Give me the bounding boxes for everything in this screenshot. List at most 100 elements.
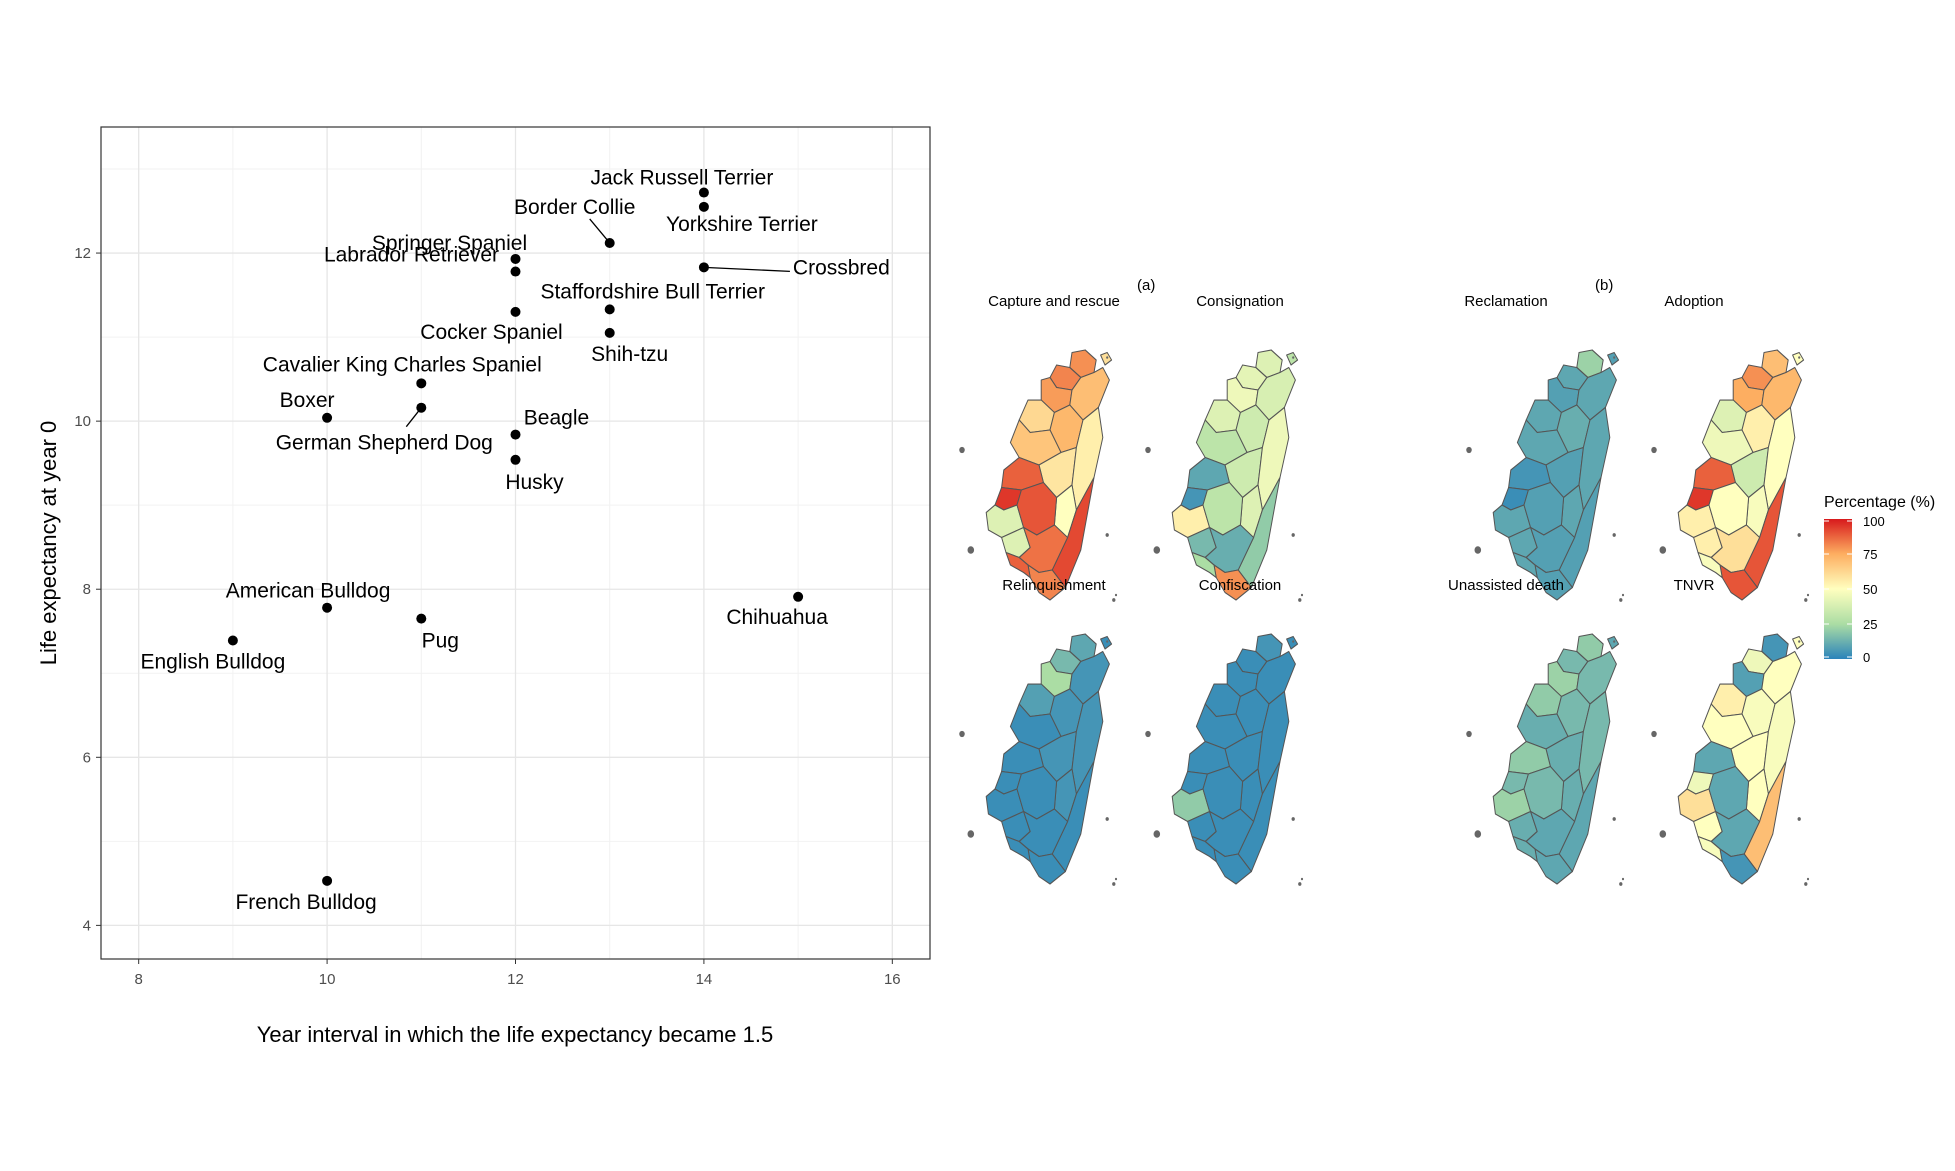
point-label: Labrador Retriever <box>324 244 499 267</box>
map-island <box>1114 593 1118 597</box>
map-region <box>1534 848 1573 885</box>
map-island <box>1292 640 1295 643</box>
map-island <box>1613 640 1616 643</box>
map-island <box>1291 533 1295 537</box>
point-label: Springer Spaniel <box>372 232 527 255</box>
axis-ticks: 8 10 12 14 16 4 6 8 10 12 <box>74 245 900 988</box>
y-axis-title: Life expectancy at year 0 <box>36 421 61 666</box>
point-label: Crossbred <box>793 256 890 279</box>
point-label: Shih-tzu <box>591 343 668 366</box>
map-island <box>1806 877 1810 881</box>
map-island <box>1106 640 1109 643</box>
point-label: French Bulldog <box>235 891 376 914</box>
leader-line <box>703 266 790 272</box>
map-region <box>1719 848 1758 885</box>
map-tnvr <box>1651 633 1810 886</box>
map-island <box>1105 817 1109 821</box>
map-consignation <box>1145 349 1304 602</box>
map-region <box>1005 551 1031 579</box>
point-springer-spaniel <box>510 253 521 264</box>
data-points <box>227 187 804 886</box>
map-unassisted-death <box>1466 633 1625 886</box>
map-region <box>1697 551 1723 579</box>
map-island <box>1466 446 1472 454</box>
scatter-plot: 8 10 12 14 16 4 6 8 10 12 Jack Russell Terrier Yor… <box>36 126 931 1047</box>
map-reclamation <box>1466 349 1625 602</box>
gridlines <box>101 127 930 959</box>
point-label: Yorkshire Terrier <box>666 213 818 236</box>
map-island <box>1651 730 1657 738</box>
map-title: Adoption <box>1664 293 1723 310</box>
map-island <box>1797 817 1801 821</box>
map-region <box>1191 551 1217 579</box>
map-title: Capture and rescue <box>988 293 1120 310</box>
point-label: Staffordshire Bull Terrier <box>540 280 765 303</box>
point-staffordshire-bull-terrier <box>604 304 615 315</box>
point-label: Cocker Spaniel <box>420 321 562 344</box>
map-region <box>1792 635 1805 650</box>
point-label: Border Collie <box>514 196 635 219</box>
y-tick-label: 4 <box>83 917 91 934</box>
map-island <box>1466 730 1472 738</box>
map-island <box>1612 817 1616 821</box>
map-island <box>1797 533 1801 537</box>
point-labrador-retriever <box>510 266 521 277</box>
map-island <box>1298 598 1302 602</box>
map-island <box>1474 830 1482 838</box>
point-american-bulldog <box>322 602 333 613</box>
map-island <box>1292 356 1295 359</box>
map-island <box>1114 877 1118 881</box>
map-region <box>1286 351 1299 366</box>
y-tick-label: 6 <box>83 749 91 766</box>
point-crossbred <box>698 262 709 273</box>
point-label: German Shepherd Dog <box>276 432 493 455</box>
point-label: Pug <box>422 630 459 653</box>
map-region <box>1512 835 1538 863</box>
point-english-bulldog <box>227 635 238 646</box>
point-label: Jack Russell Terrier <box>590 167 773 190</box>
map-island <box>1153 830 1161 838</box>
x-tick-label: 14 <box>696 971 713 988</box>
point-label: Cavalier King Charles Spaniel <box>263 353 542 376</box>
map-island <box>1798 640 1801 643</box>
map-region <box>1697 835 1723 863</box>
map-island <box>1145 446 1151 454</box>
map-title: Reclamation <box>1464 293 1547 310</box>
point-label: Chihuahua <box>726 606 828 629</box>
map-region <box>1100 635 1113 650</box>
point-labels: Jack Russell Terrier Yorkshire Terrier Bor… <box>141 167 890 914</box>
point-pug <box>416 613 427 624</box>
point-beagle <box>510 429 521 440</box>
map-title: Unassisted death <box>1448 577 1564 594</box>
map-title: Relinquishment <box>1002 577 1106 594</box>
x-tick-label: 12 <box>507 971 524 988</box>
y-tick-label: 8 <box>83 581 91 598</box>
map-island <box>1619 882 1623 886</box>
map-island <box>1153 546 1161 554</box>
x-tick-label: 10 <box>319 971 336 988</box>
point-german-shepherd-dog <box>416 402 427 413</box>
map-island <box>1613 356 1616 359</box>
map-island <box>1298 882 1302 886</box>
point-yorkshire-terrier <box>698 201 709 212</box>
map-island <box>959 446 965 454</box>
choropleth-maps: Capture and rescue Consignation Reclamatio… <box>959 293 1810 886</box>
map-island <box>1112 598 1116 602</box>
panel-label-b: (b) <box>1595 277 1613 294</box>
point-label: English Bulldog <box>141 650 286 673</box>
legend-title: Percentage (%) <box>1824 494 1935 511</box>
map-island <box>1804 598 1808 602</box>
legend-tick-label: 75 <box>1863 547 1877 562</box>
map-region <box>1213 564 1252 601</box>
map-island <box>1651 446 1657 454</box>
map-region <box>1534 564 1573 601</box>
map-region <box>1191 835 1217 863</box>
map-island <box>1300 877 1304 881</box>
map-island <box>1659 830 1667 838</box>
x-tick-label: 8 <box>135 971 143 988</box>
map-island <box>1474 546 1482 554</box>
map-title: Confiscation <box>1199 577 1282 594</box>
map-title: TNVR <box>1674 577 1715 594</box>
legend-tick-label: 100 <box>1863 514 1885 529</box>
